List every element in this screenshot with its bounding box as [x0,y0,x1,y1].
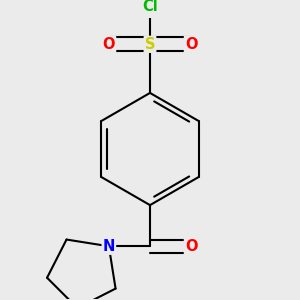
Text: N: N [103,239,115,254]
Text: O: O [103,37,115,52]
Text: S: S [145,37,155,52]
Text: O: O [185,239,197,254]
Text: O: O [185,37,197,52]
Text: Cl: Cl [142,0,158,14]
